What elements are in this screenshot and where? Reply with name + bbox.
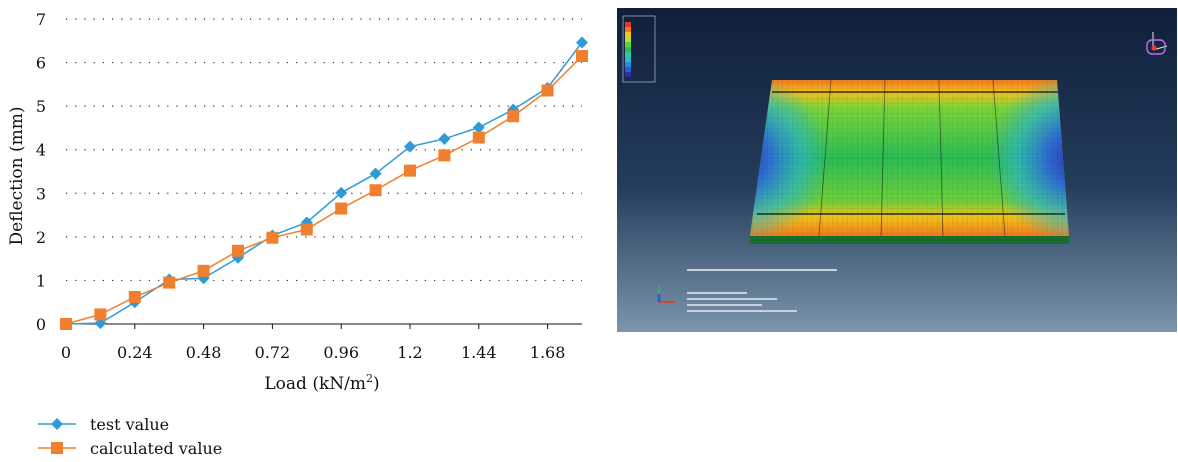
data-point-calculated [197,264,210,277]
series-layer [60,36,588,330]
data-point-calculated [576,50,588,63]
gridlines [66,18,582,282]
axis-triad-icon [657,285,675,303]
view-triad-icon [1146,32,1168,55]
data-point-calculated [335,202,348,215]
data-point-calculated [163,276,176,289]
y-tick-label: 5 [36,97,46,116]
data-point-calculated [300,223,313,236]
deflection-contour-plot [622,15,1168,312]
deflection-chart: 0 0.24 0.48 0.72 0.96 1.2 1.44 1.68 0 1 2 3 4 5 6 7 De… [7,10,588,394]
data-point-calculated [369,184,382,197]
data-point-calculated [266,231,279,244]
legend-label-calculated: calculated value [90,438,223,458]
x-tick-label: 0.72 [255,343,291,362]
legend: test value calculated value [38,412,222,460]
data-point-calculated [472,131,485,144]
data-point-calculated [128,290,141,303]
data-point-test [472,121,485,134]
y-tick-label: 6 [36,54,46,73]
data-point-test [438,132,451,145]
legend-item-test: test value [38,412,222,436]
x-tick-label: 0.24 [117,343,153,362]
data-point-calculated [60,318,72,330]
x-tick-label: 1.44 [461,343,497,362]
y-tick-label: 0 [36,315,46,334]
x-tick-label: 0.48 [186,343,222,362]
x-tick-label: 1.2 [397,343,422,362]
x-tick-label: 0.96 [323,343,359,362]
y-axis-title: Deflection (mm) [7,107,27,246]
data-point-test [335,186,348,199]
data-point-calculated [94,308,107,321]
y-tick-labels: 0 1 2 3 4 5 6 7 [36,10,46,334]
y-tick-label: 1 [36,271,46,290]
legend-label-test: test value [90,414,170,434]
diamond-marker-icon [38,418,76,430]
data-point-calculated [438,149,451,162]
series-line-calculated [65,55,583,325]
y-tick-label: 2 [36,228,46,247]
y-tick-label: 3 [36,184,46,203]
data-point-test [576,36,588,49]
data-point-calculated [507,110,520,123]
y-tick-label: 7 [36,10,46,29]
data-point-calculated [541,84,554,97]
data-point-calculated [404,164,416,177]
data-point-test [404,140,416,153]
axes [65,323,582,329]
data-point-test [369,167,382,180]
contour-legend-icon [622,15,656,83]
data-point-calculated [232,244,244,257]
square-marker-icon [38,442,76,454]
x-axis-title: Load (kN/m2) [264,372,379,394]
status-text-lines [687,269,837,312]
legend-item-calculated: calculated value [38,436,222,460]
x-tick-label: 0 [61,343,71,362]
y-tick-label: 4 [36,141,46,160]
x-tick-labels: 0 0.24 0.48 0.72 0.96 1.2 1.44 1.68 [61,343,566,362]
series-line-test [65,42,583,325]
fe-simulation-image [617,8,1177,332]
x-tick-label: 1.68 [530,343,566,362]
